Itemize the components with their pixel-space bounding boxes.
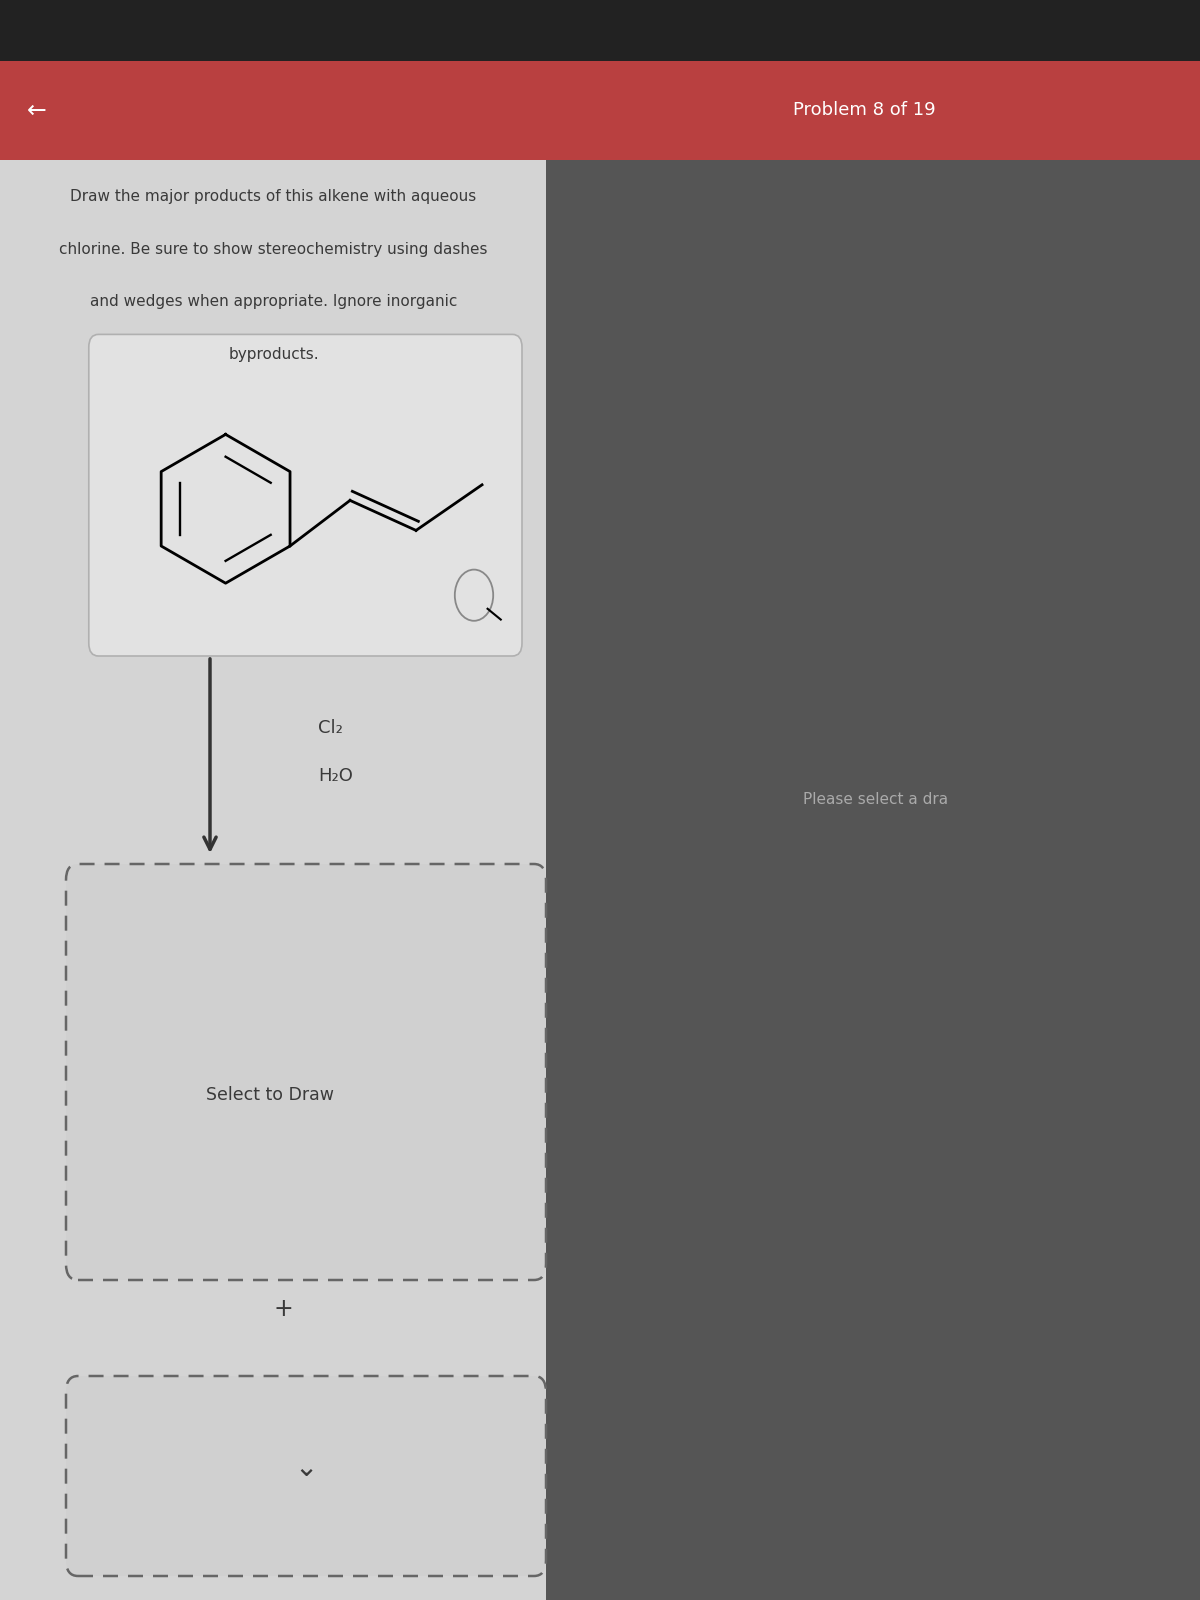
Text: +: + [274, 1296, 293, 1322]
Text: Select to Draw: Select to Draw [205, 1086, 334, 1104]
Text: ←: ← [26, 99, 46, 123]
FancyBboxPatch shape [89, 334, 522, 656]
FancyBboxPatch shape [0, 61, 1200, 160]
Text: H₂O: H₂O [318, 766, 353, 786]
FancyBboxPatch shape [0, 0, 546, 1600]
FancyBboxPatch shape [0, 0, 1200, 61]
Text: chlorine. Be sure to show stereochemistry using dashes: chlorine. Be sure to show stereochemistr… [59, 242, 488, 256]
Text: and wedges when appropriate. Ignore inorganic: and wedges when appropriate. Ignore inor… [90, 294, 457, 309]
Text: byproducts.: byproducts. [228, 347, 319, 362]
FancyBboxPatch shape [546, 0, 1200, 1600]
Text: ⌄: ⌄ [294, 1453, 318, 1482]
FancyBboxPatch shape [66, 1376, 546, 1576]
Text: Cl₂: Cl₂ [318, 718, 343, 738]
Text: Draw the major products of this alkene with aqueous: Draw the major products of this alkene w… [71, 189, 476, 203]
FancyBboxPatch shape [66, 864, 546, 1280]
Text: Please select a dra: Please select a dra [804, 792, 948, 808]
Text: Problem 8 of 19: Problem 8 of 19 [793, 101, 935, 120]
